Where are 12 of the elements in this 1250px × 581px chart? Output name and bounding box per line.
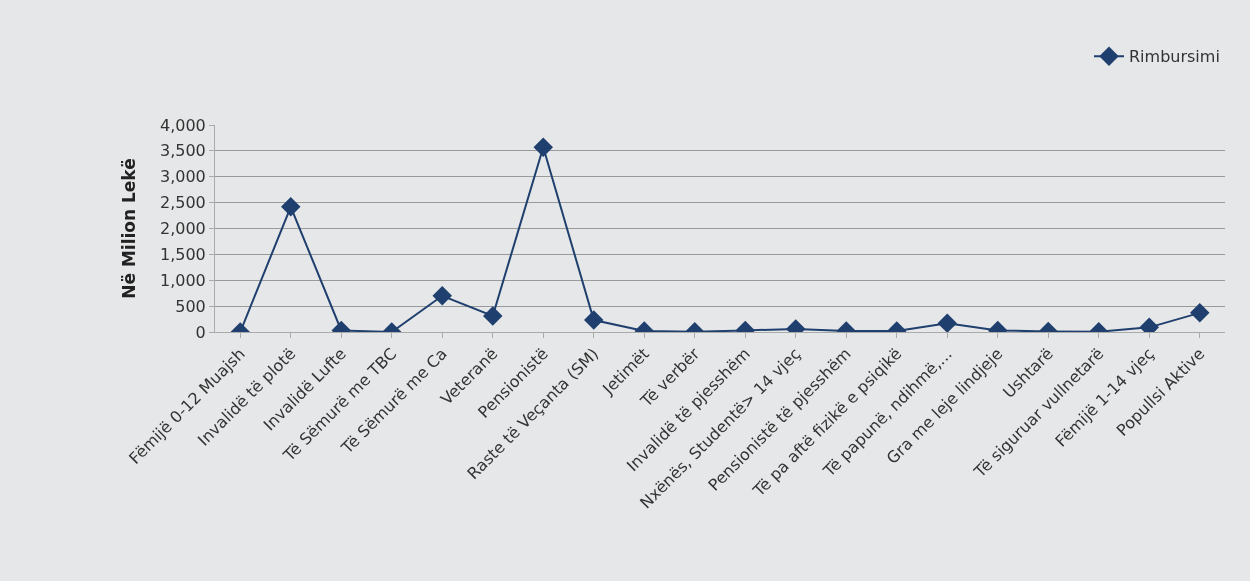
- y-tick-label: 2,500: [159, 193, 206, 213]
- y-tick-label: 500: [175, 296, 206, 316]
- y-tick-label: 1,000: [159, 270, 206, 290]
- y-tick-label: 2,000: [159, 219, 206, 239]
- y-tick-label: 0: [195, 322, 206, 342]
- legend-label: Rimbursimi: [1129, 47, 1220, 67]
- point: [281, 197, 301, 217]
- y-tick-label: 1,500: [159, 244, 206, 264]
- y-tick-label: 4,000: [159, 115, 206, 135]
- y-tick-label: 3,500: [159, 141, 206, 161]
- y-tick-label: 3,000: [159, 167, 206, 187]
- y-axis-title: Në Milion Lekë: [118, 158, 139, 299]
